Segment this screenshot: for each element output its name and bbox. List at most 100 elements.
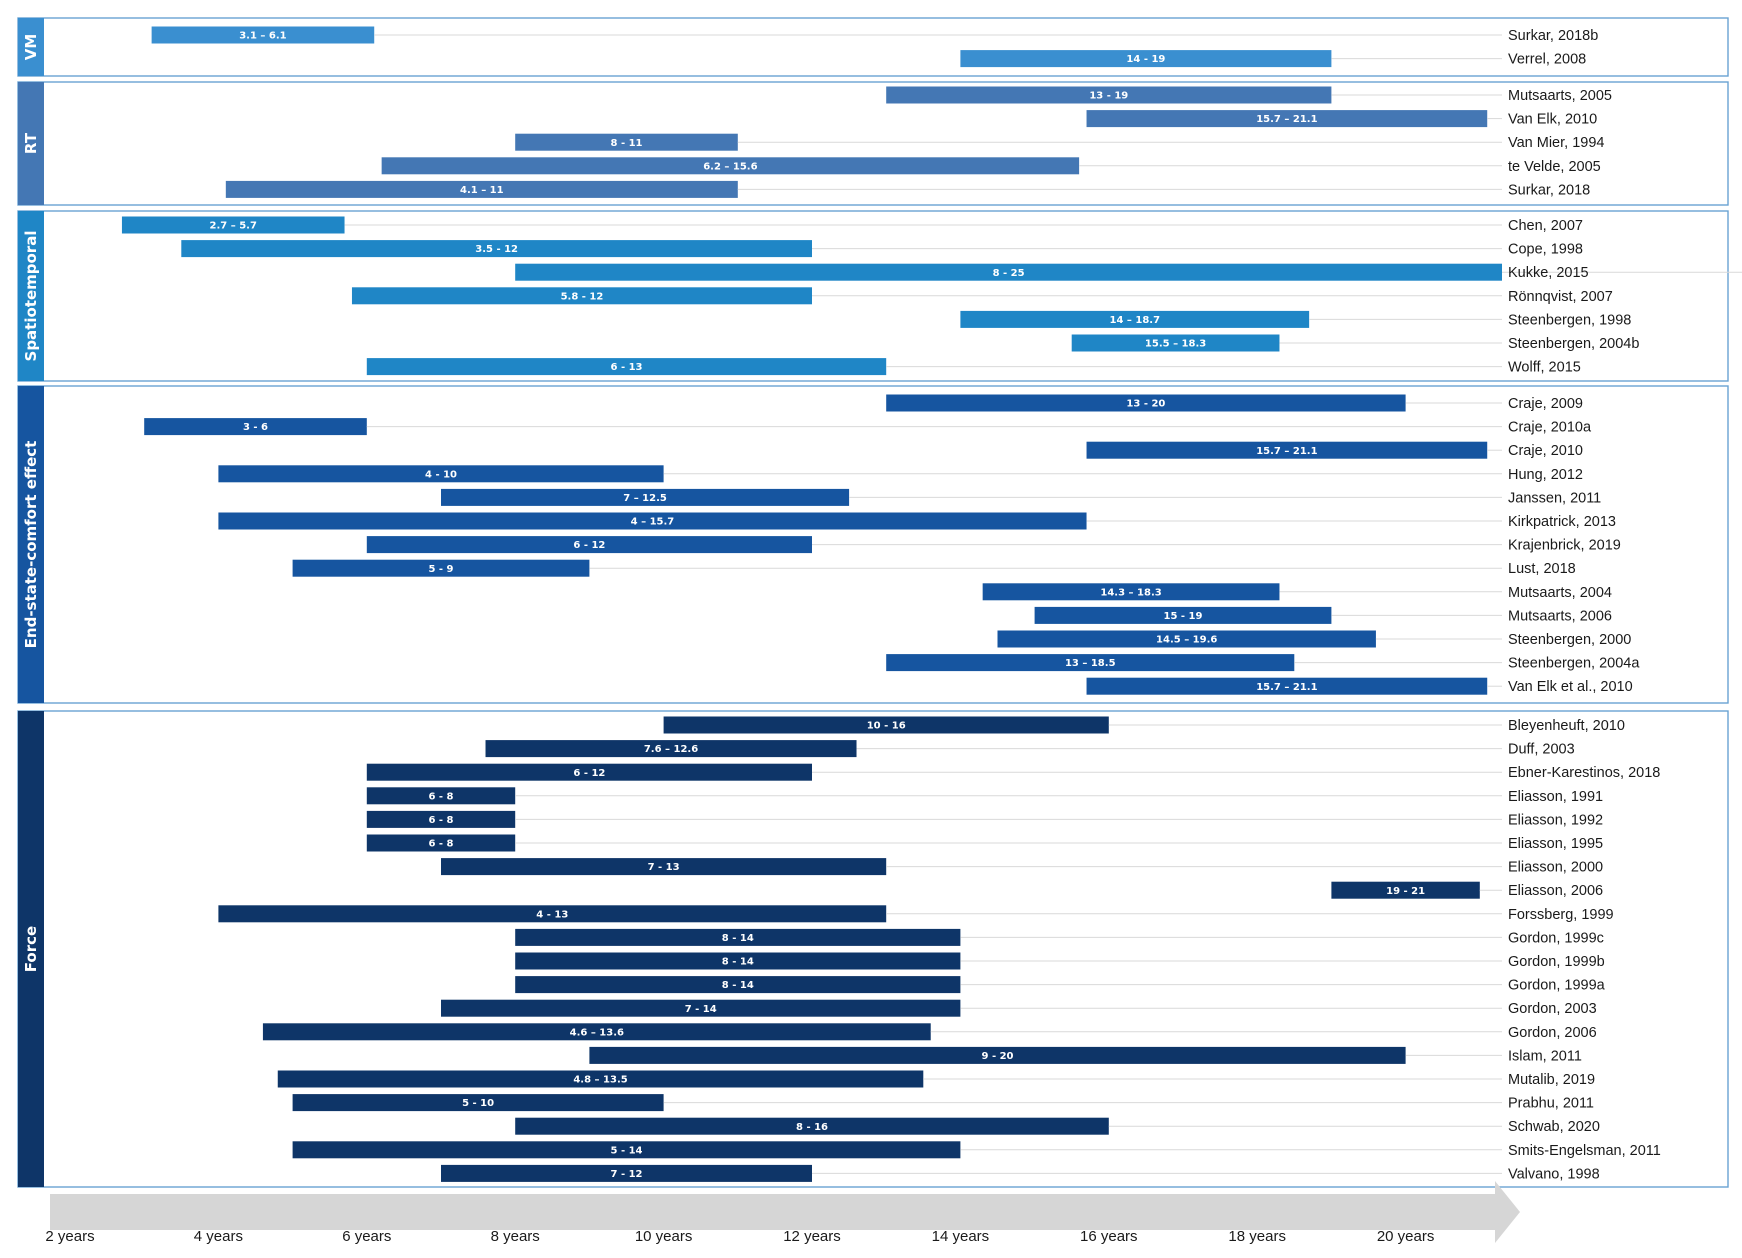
range-bar xyxy=(960,310,1310,328)
study-label: Steenbergen, 2000 xyxy=(1508,632,1631,648)
range-bar xyxy=(292,1141,961,1159)
range-bar xyxy=(1071,334,1280,352)
x-tick-label: 18 years xyxy=(1228,1228,1286,1245)
range-bar xyxy=(381,157,1080,175)
study-label: Steenbergen, 2004b xyxy=(1508,336,1639,352)
study-label: Eliasson, 1991 xyxy=(1508,789,1603,805)
bar-value-label: 15.5 – 18.3 xyxy=(1145,339,1206,350)
study-label: Eliasson, 2000 xyxy=(1508,860,1603,876)
group-force: Force 10 - 16 Bleyenheuft, 2010 7.6 – 12.6 D… xyxy=(17,710,1729,1188)
group-side-band xyxy=(18,82,44,205)
range-bar xyxy=(366,536,812,554)
bar-value-label: 8 - 14 xyxy=(722,933,754,944)
range-bar xyxy=(218,465,664,483)
study-label: Van Elk et al., 2010 xyxy=(1508,679,1633,695)
bar-value-label: 14 - 19 xyxy=(1126,54,1165,65)
x-tick-label: 16 years xyxy=(1080,1228,1138,1245)
bar-value-label: 6 - 8 xyxy=(428,815,453,826)
range-bar xyxy=(181,240,813,258)
group-label: VM xyxy=(22,34,40,61)
bar-value-label: 13 - 19 xyxy=(1089,91,1128,102)
range-bar xyxy=(351,287,812,305)
bar-value-label: 5.8 - 12 xyxy=(561,291,604,302)
group-side-band xyxy=(18,386,44,703)
study-label: Valvano, 1998 xyxy=(1508,1166,1600,1182)
study-label: Gordon, 2006 xyxy=(1508,1025,1597,1041)
range-bar xyxy=(997,630,1376,648)
study-label: Lust, 2018 xyxy=(1508,561,1576,577)
x-tick-label: 12 years xyxy=(783,1228,841,1245)
study-label: Forssberg, 1999 xyxy=(1508,907,1614,923)
study-label: Craje, 2010a xyxy=(1508,420,1592,436)
range-bar xyxy=(515,928,961,946)
bar-value-label: 7 – 12.5 xyxy=(623,493,667,504)
group-end-state-comfort-effect: End-state-comfort effect 13 - 20 Craje, 20… xyxy=(17,385,1729,704)
bar-value-label: 7 - 13 xyxy=(648,862,680,873)
bar-value-label: 15.7 – 21.1 xyxy=(1256,446,1317,457)
x-tick-label: 2 years xyxy=(45,1228,94,1245)
study-label: Duff, 2003 xyxy=(1508,742,1575,758)
range-bar xyxy=(366,358,887,376)
group-bars xyxy=(218,716,1480,1182)
study-label: Smits-Engelsman, 2011 xyxy=(1508,1143,1661,1159)
group-spatiotemporal: Spatiotemporal 2.7 – 5.7 Chen, 2007 3.5 - 1… xyxy=(17,210,1742,382)
bar-value-label: 3.1 – 6.1 xyxy=(239,31,286,42)
range-bar xyxy=(366,834,516,852)
study-label: Islam, 2011 xyxy=(1508,1048,1582,1064)
bar-value-label: 5 - 10 xyxy=(462,1098,494,1109)
range-bar xyxy=(366,787,516,805)
bar-value-label: 6 - 13 xyxy=(611,362,643,373)
range-bar xyxy=(441,999,961,1017)
group-panel-frame xyxy=(17,710,1729,1188)
bar-value-label: 6 - 8 xyxy=(428,791,453,802)
study-label: Cope, 1998 xyxy=(1508,242,1583,258)
study-label: Mutalib, 2019 xyxy=(1508,1072,1595,1088)
study-label: Craje, 2010 xyxy=(1508,443,1583,459)
bar-value-label: 4.6 – 13.6 xyxy=(570,1027,624,1038)
study-label: Van Mier, 1994 xyxy=(1508,135,1604,151)
bar-value-label: 6 - 12 xyxy=(573,540,605,551)
range-bar xyxy=(886,86,1332,104)
study-label: Gordon, 1999a xyxy=(1508,978,1606,994)
study-label: Craje, 2009 xyxy=(1508,396,1583,412)
range-bar xyxy=(292,559,590,577)
study-label: Kirkpatrick, 2013 xyxy=(1508,514,1616,530)
range-bar xyxy=(151,26,375,44)
study-label: Steenbergen, 2004a xyxy=(1508,656,1640,672)
x-tick-label: 10 years xyxy=(635,1228,693,1245)
range-bar xyxy=(1331,881,1480,899)
range-bar xyxy=(960,50,1332,68)
group-label: Force xyxy=(22,926,40,972)
range-bar xyxy=(485,740,857,758)
x-tick-label: 14 years xyxy=(932,1228,990,1245)
range-bar xyxy=(366,763,812,781)
study-label: Wolff, 2015 xyxy=(1508,360,1581,376)
bar-value-label: 8 - 14 xyxy=(722,980,754,991)
bar-value-label: 8 - 14 xyxy=(722,957,754,968)
group-bars xyxy=(151,26,1332,68)
x-axis: 2 years 4 years 6 years 8 years 10 years 12 y… xyxy=(45,1181,1520,1245)
study-label: Krajenbrick, 2019 xyxy=(1508,538,1621,554)
x-tick-label: 8 years xyxy=(491,1228,540,1245)
range-bar xyxy=(441,858,887,876)
range-bar xyxy=(515,133,738,151)
study-label: Kukke, 2015 xyxy=(1508,265,1589,281)
group-label: RT xyxy=(22,132,40,154)
bar-value-label: 10 - 16 xyxy=(867,721,906,732)
study-label: Gordon, 2003 xyxy=(1508,1001,1597,1017)
study-label: Steenbergen, 1998 xyxy=(1508,312,1631,328)
group-bars xyxy=(121,216,1502,376)
bar-value-label: 14.5 – 19.6 xyxy=(1156,635,1217,646)
range-bar xyxy=(366,810,516,828)
bar-value-label: 3 - 6 xyxy=(243,422,268,433)
bar-value-label: 15.7 – 21.1 xyxy=(1256,682,1317,693)
bar-value-label: 7 - 14 xyxy=(685,1004,717,1015)
range-bar xyxy=(515,952,961,970)
bar-value-label: 7.6 – 12.6 xyxy=(644,744,698,755)
range-bar xyxy=(663,716,1109,734)
study-label: Surkar, 2018 xyxy=(1508,182,1590,198)
bar-value-label: 4 – 15.7 xyxy=(631,517,675,528)
bar-value-label: 7 - 12 xyxy=(611,1169,643,1180)
range-bar xyxy=(441,1164,812,1182)
